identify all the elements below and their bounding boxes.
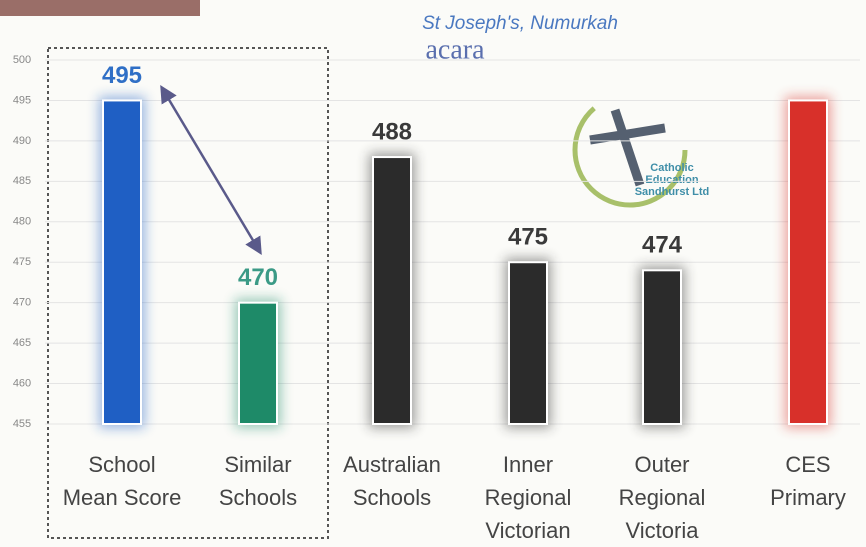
header-image [0,0,200,16]
value-label: 488 [372,118,412,145]
logo-text: Sandhurst Ltd [635,186,710,198]
y-tick-label: 485 [13,175,31,187]
value-label: 474 [642,232,683,259]
logo-text: Catholic [650,162,693,174]
value-label: 475 [508,224,548,251]
comparison-arrow [162,88,260,252]
x-tick-label: School Mean Score [60,448,185,514]
x-tick-label: Inner Regional Victorian [466,448,591,547]
x-tick-label: Australian Schools [330,448,455,514]
page: St Joseph's, Numurkah acara CatholicEduc… [0,0,866,543]
y-tick-label: 500 [13,54,31,66]
y-tick-label: 465 [13,337,31,349]
bar [789,100,827,424]
x-tick-label: Similar Schools [196,448,321,514]
y-tick-label: 455 [13,418,31,430]
x-tick-label: Outer Regional Victoria [600,448,725,547]
y-tick-label: 495 [13,94,31,106]
value-label: 495 [102,62,142,89]
bar [509,262,547,424]
value-label: 470 [238,264,278,291]
source-logo: acara [425,34,485,65]
y-tick-label: 480 [13,216,31,228]
y-tick-label: 460 [13,377,31,389]
bar [373,157,411,424]
y-tick-label: 475 [13,256,31,268]
bar [239,303,277,424]
subtitle: St Joseph's, Numurkah [422,13,618,34]
logo-text: Education [645,174,698,186]
bar [643,270,681,424]
y-tick-label: 490 [13,135,31,147]
bar [103,100,141,424]
x-tick-label: CES Primary [746,448,866,514]
y-tick-label: 470 [13,297,31,309]
